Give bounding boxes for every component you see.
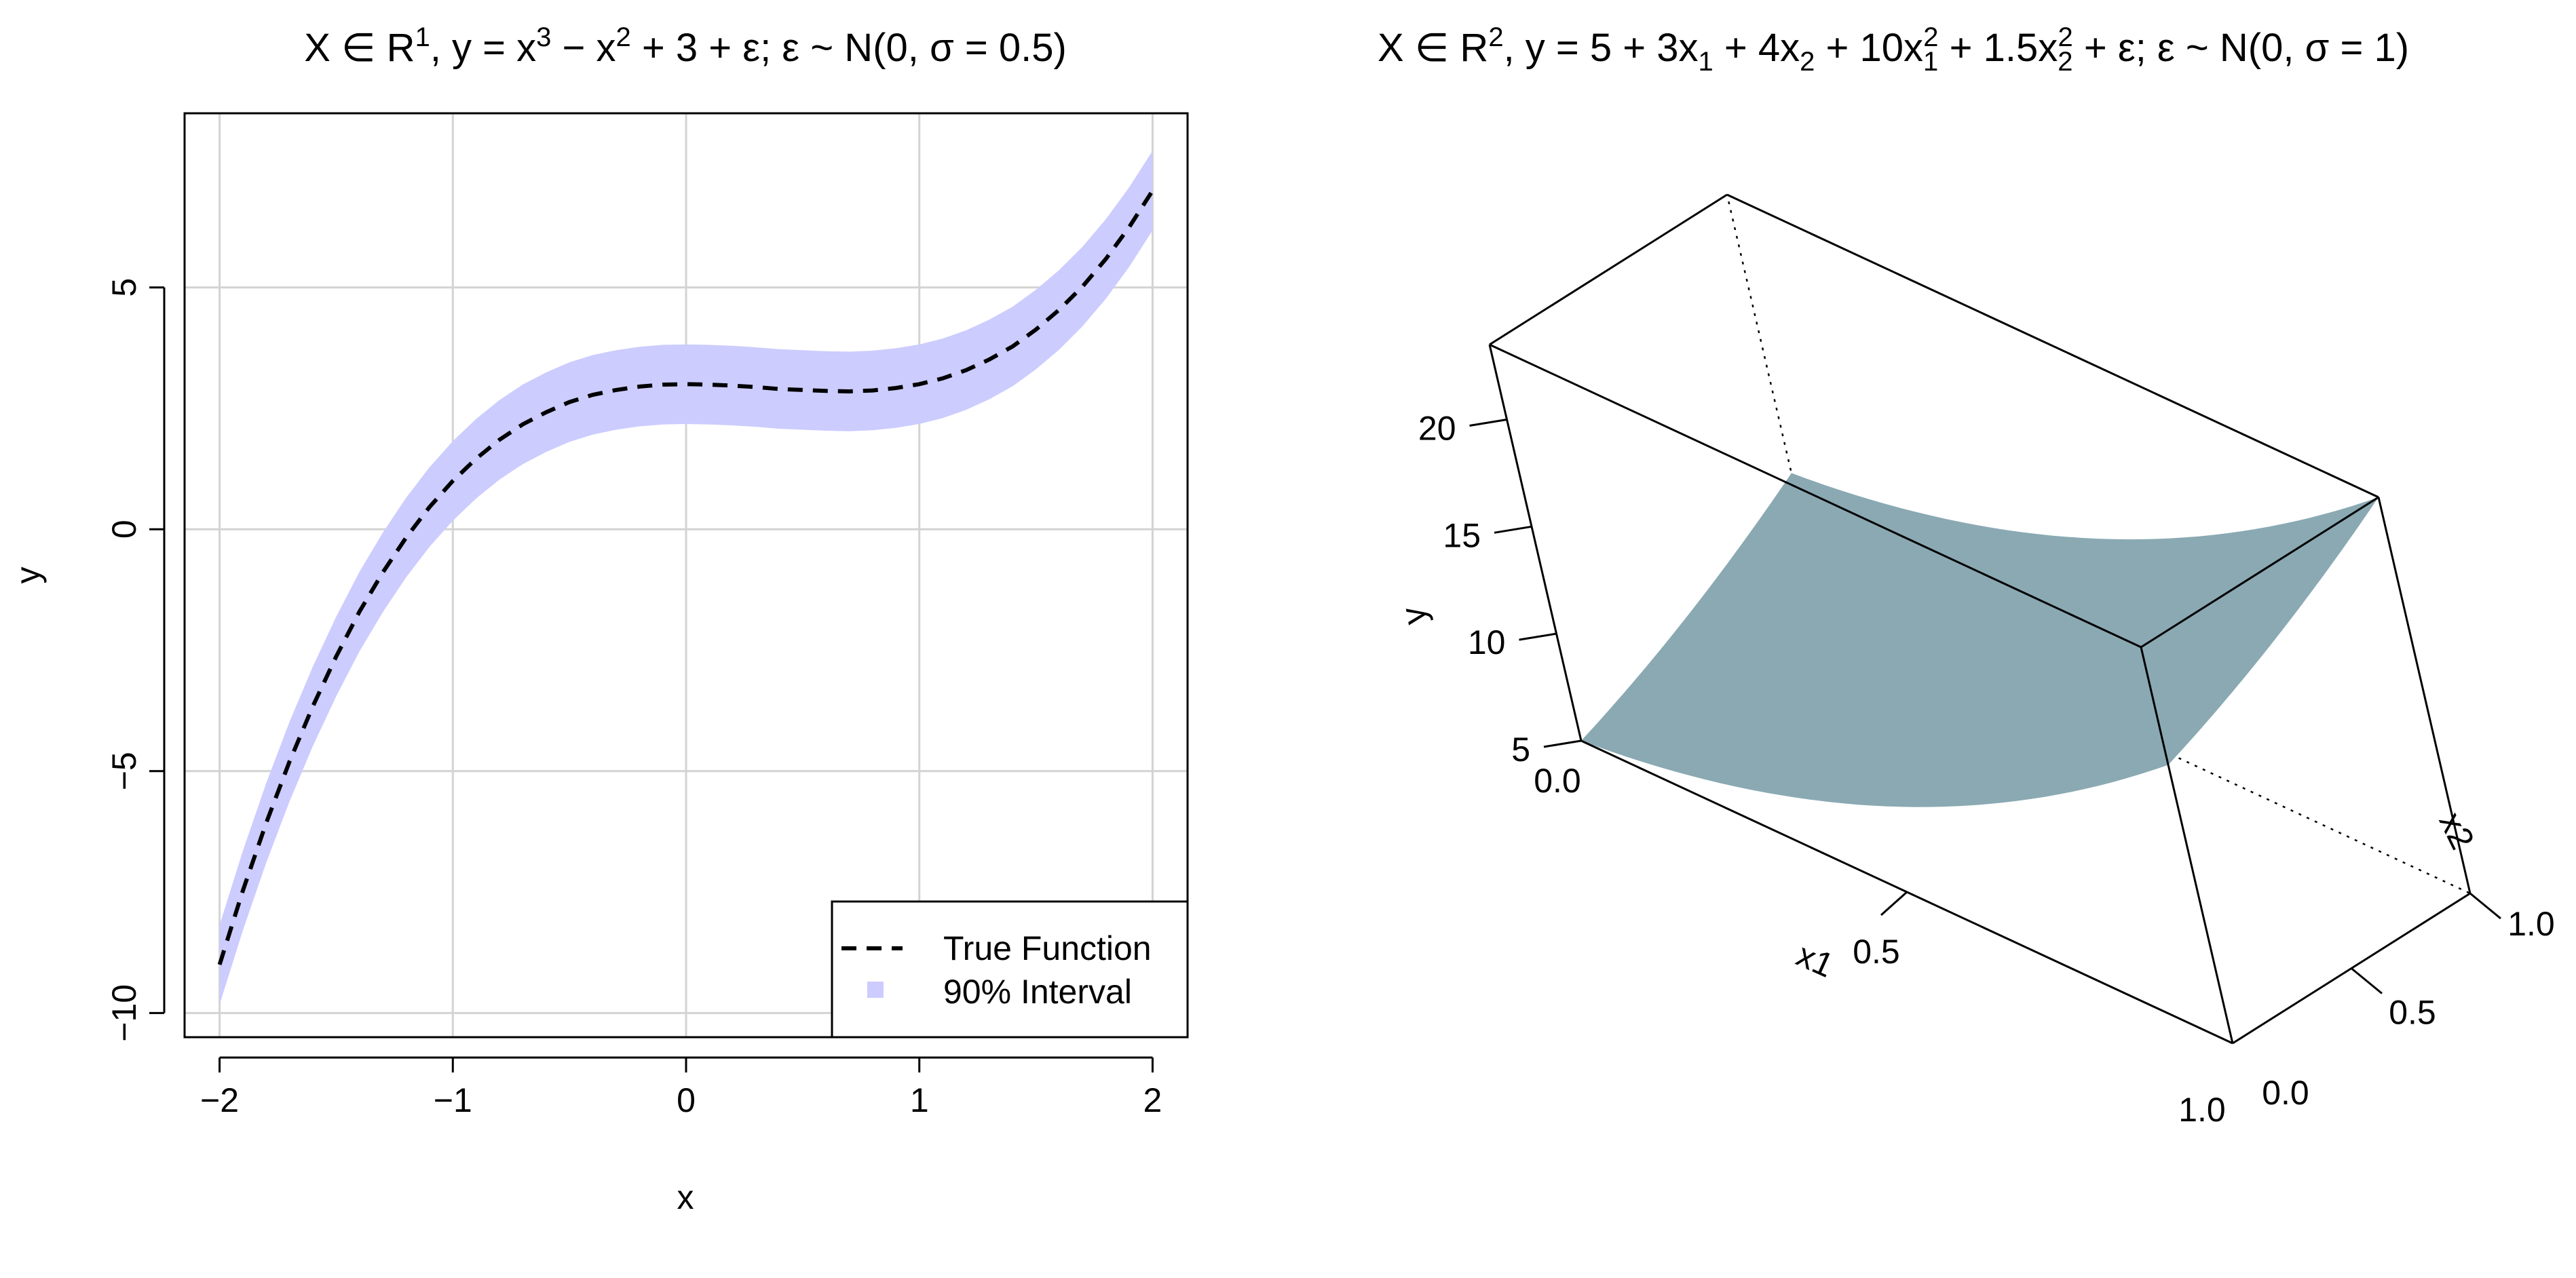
- box-edge: [2377, 497, 2471, 894]
- legend-box: [831, 900, 1189, 1039]
- x1-axis: 0.0 0.5 1.0 x1: [1534, 762, 2226, 1129]
- legend-entry-true-function: True Function: [943, 929, 1152, 967]
- z-tick-mark: [1519, 632, 1557, 641]
- z-tick-label: 20: [1418, 409, 1456, 447]
- z-tick-label: 5: [1511, 731, 1530, 769]
- z-axis-label: y: [1394, 604, 1434, 627]
- x-tick-label: 1: [910, 1081, 929, 1119]
- interval-band: [219, 151, 1153, 1005]
- x1-axis-label: x1: [1791, 935, 1839, 985]
- box-edge: [1489, 343, 2142, 648]
- x2-tick-label: 0.5: [2389, 994, 2436, 1032]
- x2-tick-label: 1.0: [2507, 905, 2555, 943]
- x-tick-label: 0: [677, 1081, 696, 1119]
- legend: True Function 90% Interval: [831, 900, 1189, 1039]
- x2-tick-mark: [2351, 967, 2383, 994]
- legend-entry-interval: 90% Interval: [943, 973, 1132, 1011]
- x-tick-label: −2: [200, 1081, 239, 1119]
- left-y-axis: −10 −5 0 5: [105, 278, 166, 1042]
- z-tick-mark: [1543, 739, 1582, 748]
- left-x-axis-label: x: [677, 1178, 694, 1216]
- legend-band-swatch: [867, 982, 884, 998]
- y-tick-label: 5: [105, 278, 143, 297]
- left-plot-frame: [183, 112, 1189, 1039]
- cubic-function-plot: X ∈ R1, y = x3 − x2 + 3 + ε; ε ~ N(0, σ …: [9, 22, 1189, 1216]
- left-y-axis-label: y: [9, 567, 47, 584]
- true-function-line: [217, 189, 1154, 965]
- left-plot-grid: [185, 113, 1188, 1037]
- x2-tick-label: 0.0: [2262, 1074, 2309, 1112]
- hidden-edge: [1726, 194, 1820, 592]
- x-tick-label: 2: [1143, 1081, 1162, 1119]
- box-edge: [1489, 193, 1728, 346]
- x1-tick-label: 0.0: [1534, 762, 1581, 800]
- box-edge: [1726, 193, 2379, 499]
- x-tick-label: −1: [434, 1081, 472, 1119]
- x2-axis-label: x2: [2432, 807, 2482, 855]
- left-plot-title: X ∈ R1, y = x3 − x2 + 3 + ε; ε ~ N(0, σ …: [304, 22, 1067, 70]
- right-plot-title: X ∈ R2, y = 5 + 3x1 + 4x2 + 10x12 + 1.5x…: [1378, 22, 2409, 77]
- x2-axis: 0.0 0.5 1.0 x2: [2262, 807, 2555, 1112]
- z-tick-mark: [1494, 525, 1532, 534]
- y-tick-label: −10: [105, 984, 143, 1042]
- x1-tick-mark: [1880, 891, 1908, 916]
- z-tick-mark: [1469, 419, 1507, 427]
- x1-tick-label: 0.5: [1853, 933, 1900, 971]
- quadratic-surface-plot: X ∈ R2, y = 5 + 3x1 + 4x2 + 10x12 + 1.5x…: [1378, 22, 2555, 1129]
- x2-tick-mark: [2469, 892, 2501, 920]
- box-edge: [2140, 646, 2234, 1044]
- y-tick-label: −5: [105, 752, 143, 790]
- z-tick-label: 10: [1468, 623, 1506, 661]
- z-tick-label: 15: [1443, 516, 1481, 554]
- box-edge: [1488, 344, 1583, 741]
- x1-tick-label: 1.0: [2178, 1091, 2226, 1129]
- box-edge: [2140, 496, 2379, 648]
- y-tick-label: 0: [105, 520, 143, 539]
- response-surface: [1581, 473, 2379, 807]
- z-axis: 5 10 15 20 y: [1394, 409, 1582, 769]
- left-x-axis: −2 −1 0 1 2: [200, 1056, 1162, 1119]
